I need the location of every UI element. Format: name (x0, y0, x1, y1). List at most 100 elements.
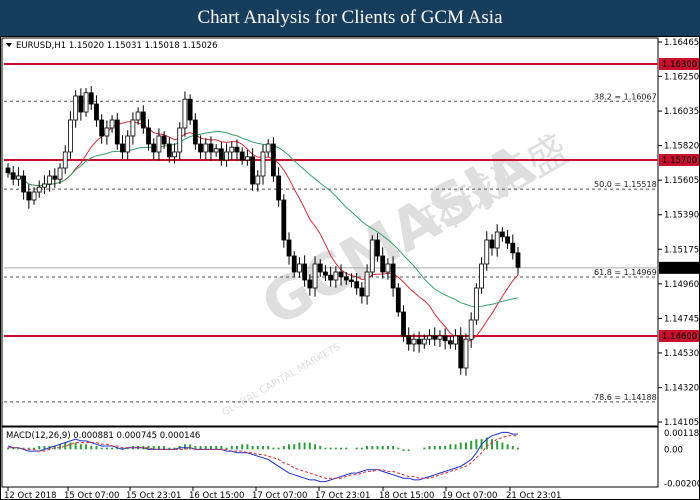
candle-body (26, 191, 32, 201)
candle-body (250, 156, 255, 185)
candle-body (83, 92, 89, 113)
fib-label: 38.2 = 1.16067 (594, 92, 657, 101)
candle-body (208, 143, 214, 153)
candle-body (218, 148, 224, 161)
candle-body (104, 127, 110, 137)
candlesticks (5, 86, 521, 376)
candle-body (328, 274, 334, 281)
level-tag (659, 330, 699, 342)
candle-body (479, 263, 484, 289)
candle-body (406, 335, 412, 345)
current-price-label: 1.15026 (662, 264, 697, 274)
candle-body (166, 143, 172, 158)
candle-body (177, 127, 183, 153)
candle-body (447, 340, 453, 345)
x-tick-label: 21 Oct 23:01 (506, 491, 561, 500)
candle-body (323, 271, 328, 276)
candle-body (146, 127, 151, 145)
candle-body (499, 231, 505, 238)
candle-body (411, 338, 417, 345)
candle-body (260, 151, 266, 177)
main-panel-border (1, 37, 659, 427)
current-price-tag (659, 261, 699, 274)
level-tag-label: 1.16300 (662, 60, 697, 70)
candle-body (375, 239, 380, 257)
macd-signal-line (8, 435, 518, 479)
fib-label: 78.6 = 1.14188 (594, 393, 657, 402)
candle-body (317, 263, 323, 273)
level-tag (659, 58, 699, 70)
candle-body (489, 239, 495, 249)
candle-body (140, 111, 146, 129)
candle-body (312, 263, 318, 289)
y-tick-label: 1.15175 (664, 245, 699, 255)
candle-body (16, 175, 21, 180)
candle-body (380, 255, 386, 273)
candle-body (229, 146, 235, 153)
candle-body (213, 148, 219, 153)
candle-body (73, 95, 79, 121)
level-tag-label: 1.15700 (662, 156, 697, 166)
y-tick-label: 1.16250 (664, 73, 699, 83)
candle-body (239, 151, 245, 161)
candle-body (244, 156, 250, 161)
candle-body (390, 263, 396, 289)
candle-body (359, 287, 365, 297)
x-tick-label: 15 Oct 23:01 (126, 491, 181, 500)
candle-body (354, 281, 360, 289)
macd-tick-label: 0.00 (664, 445, 683, 455)
candle-body (453, 335, 458, 345)
candle-body (88, 92, 94, 105)
candle-body (286, 239, 292, 257)
macd-line (7, 431, 518, 483)
candle-body (187, 98, 193, 121)
banner-title: Chart Analysis for Clients of GCM Asia (0, 0, 700, 36)
candle-body (68, 119, 73, 153)
candle-body (442, 335, 448, 342)
candle-body (276, 175, 282, 201)
candle-body (5, 167, 11, 174)
y-tick-label: 1.14960 (664, 280, 699, 290)
y-tick-label: 1.16465 (664, 38, 699, 48)
candle-body (203, 143, 209, 153)
candle-body (473, 287, 479, 321)
candle-body (421, 338, 427, 345)
candle-body (395, 287, 401, 313)
candle-body (135, 111, 141, 121)
candle-body (94, 103, 99, 121)
chart-header: EURUSD,H1 1.15020 1.15031 1.15018 1.1502… (6, 41, 218, 441)
indicator-panel-border (1, 426, 659, 488)
candle-body (234, 146, 240, 153)
x-tick-label: 17 Oct 23:01 (315, 491, 370, 500)
candle-body (349, 279, 354, 282)
symbol-header: EURUSD,H1 1.15020 1.15031 1.15018 1.1502… (16, 41, 218, 51)
candle-body (484, 239, 490, 265)
candle-body (109, 119, 115, 129)
candle-body (114, 119, 120, 145)
candle-body (494, 231, 500, 249)
candle-body (255, 175, 261, 185)
candle-body (31, 191, 37, 201)
candle-body (401, 311, 406, 337)
macd-tick-label: 0.001181 (664, 429, 700, 439)
candle-body (505, 236, 510, 244)
candle-body (333, 271, 339, 281)
candle-body (437, 335, 443, 340)
candle-body (62, 151, 68, 169)
candle-body (52, 175, 58, 180)
candle-body (369, 239, 375, 273)
candle-body (271, 143, 276, 177)
candle-body (161, 135, 167, 145)
candle-body (385, 263, 391, 273)
x-tick-label: 12 Oct 2018 (4, 491, 57, 500)
level-tag-label: 1.14600 (662, 332, 697, 342)
horizontal-levels: 1.16300 1.15700 1.14600 1.15026 (4, 58, 699, 342)
candle-body (302, 263, 308, 281)
candle-body (432, 335, 438, 340)
candle-body (47, 175, 53, 185)
y-tick-label: 1.14745 (664, 314, 699, 324)
candle-body (416, 338, 422, 345)
candle-body (307, 279, 313, 289)
candle-body (151, 143, 157, 153)
candle-body (468, 319, 474, 340)
